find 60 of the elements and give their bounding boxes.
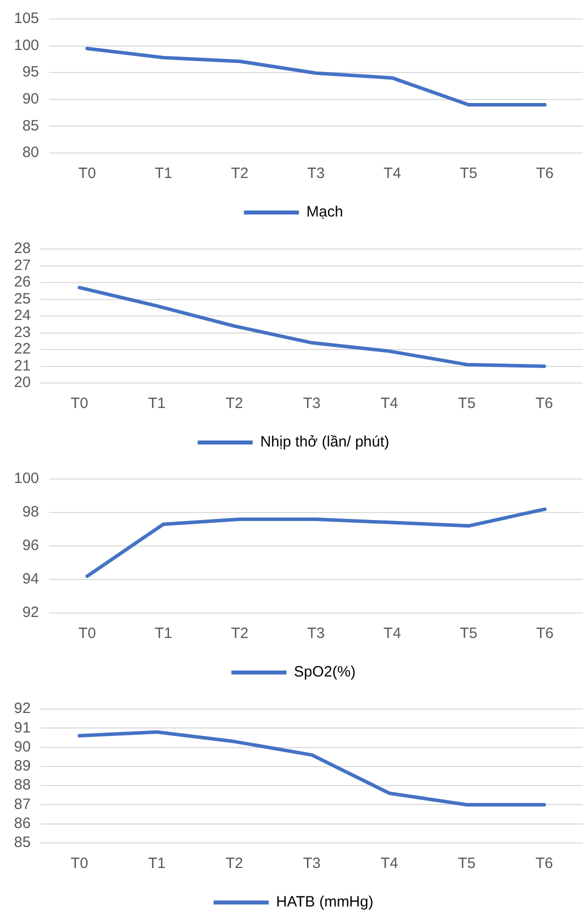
x-tick-label: T0 bbox=[70, 855, 88, 872]
x-tick-label: T5 bbox=[458, 855, 476, 872]
y-tick-label: 100 bbox=[14, 36, 40, 54]
y-tick-label: 26 bbox=[14, 274, 31, 291]
legend-label: Mạch bbox=[306, 204, 344, 221]
x-tick-label: T6 bbox=[536, 625, 554, 642]
x-tick-label: T2 bbox=[226, 395, 244, 412]
x-tick-label: T6 bbox=[536, 165, 554, 182]
y-tick-label: 25 bbox=[14, 290, 31, 308]
x-tick-label: T2 bbox=[226, 855, 244, 872]
y-tick-label: 100 bbox=[14, 470, 40, 488]
x-tick-label: T0 bbox=[78, 165, 96, 182]
y-tick-label: 91 bbox=[14, 719, 31, 736]
x-tick-label: T6 bbox=[536, 395, 554, 412]
x-tick-label: T5 bbox=[460, 165, 478, 182]
y-tick-label: 85 bbox=[22, 117, 40, 134]
legend-label: HATB (mmHg) bbox=[276, 894, 374, 911]
y-tick-label: 20 bbox=[14, 374, 31, 392]
legend-label: SpO2(%) bbox=[294, 664, 356, 681]
y-tick-label: 85 bbox=[14, 834, 31, 852]
x-tick-label: T4 bbox=[380, 395, 398, 412]
y-tick-label: 24 bbox=[14, 307, 31, 324]
x-tick-label: T1 bbox=[148, 855, 166, 872]
x-tick-label: T2 bbox=[230, 625, 248, 642]
y-tick-label: 90 bbox=[22, 90, 40, 108]
x-tick-label: T5 bbox=[460, 625, 478, 642]
x-tick-label: T3 bbox=[303, 395, 321, 412]
y-tick-label: 95 bbox=[22, 64, 40, 81]
x-tick-label: T5 bbox=[458, 395, 476, 412]
y-tick-label: 92 bbox=[22, 604, 40, 622]
y-tick-label: 96 bbox=[22, 537, 40, 554]
x-tick-label: T3 bbox=[307, 625, 325, 642]
x-tick-label: T4 bbox=[384, 165, 402, 182]
x-tick-label: T3 bbox=[303, 855, 321, 872]
x-tick-label: T6 bbox=[536, 855, 554, 872]
y-tick-label: 92 bbox=[14, 700, 31, 718]
legend-label: Nhịp thở (lần/ phút) bbox=[260, 434, 390, 451]
x-tick-label: T1 bbox=[154, 625, 172, 642]
y-tick-label: 87 bbox=[14, 796, 31, 813]
y-tick-label: 89 bbox=[14, 758, 31, 775]
x-tick-label: T2 bbox=[230, 165, 248, 182]
y-tick-label: 21 bbox=[14, 357, 31, 374]
y-tick-label: 27 bbox=[14, 256, 31, 274]
x-tick-label: T0 bbox=[70, 395, 88, 412]
x-tick-label: T4 bbox=[380, 855, 398, 872]
y-tick-label: 80 bbox=[22, 144, 40, 162]
x-tick-label: T1 bbox=[148, 395, 166, 412]
y-tick-label: 88 bbox=[14, 776, 31, 794]
x-tick-label: T4 bbox=[384, 625, 402, 642]
x-tick-label: T3 bbox=[307, 165, 325, 182]
y-tick-label: 94 bbox=[22, 570, 40, 588]
y-tick-label: 90 bbox=[14, 738, 31, 756]
x-tick-label: T0 bbox=[78, 625, 96, 642]
y-tick-label: 22 bbox=[14, 340, 31, 358]
y-tick-label: 28 bbox=[14, 240, 31, 258]
y-tick-label: 86 bbox=[14, 815, 31, 832]
y-tick-label: 105 bbox=[14, 10, 40, 28]
y-tick-label: 98 bbox=[22, 504, 40, 521]
x-tick-label: T1 bbox=[154, 165, 172, 182]
y-tick-label: 23 bbox=[14, 324, 31, 341]
